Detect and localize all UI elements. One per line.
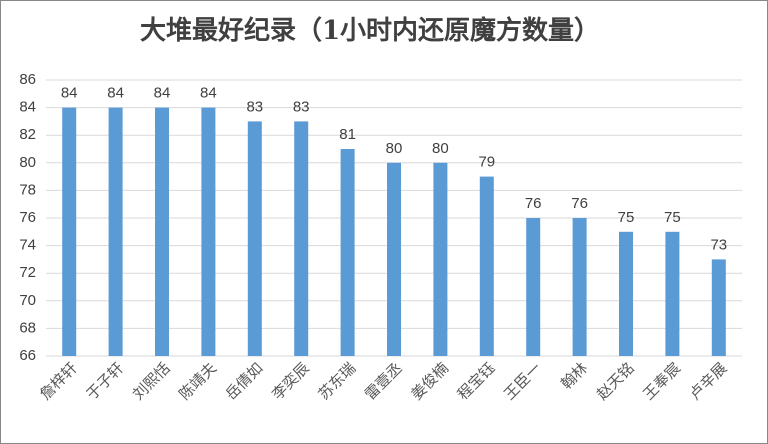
- value-label: 76: [525, 195, 542, 212]
- bar: [665, 231, 680, 356]
- y-tick-label: 82: [19, 126, 36, 143]
- bar: [619, 231, 633, 356]
- y-tick-label: 68: [19, 319, 36, 336]
- value-label: 84: [200, 85, 217, 102]
- value-label: 80: [432, 140, 449, 157]
- y-tick-label: 76: [19, 209, 36, 226]
- y-tick-label: 66: [19, 347, 36, 364]
- bar: [711, 259, 726, 356]
- y-tick-label: 80: [19, 154, 36, 171]
- bar: [433, 162, 448, 356]
- value-label: 73: [710, 236, 727, 253]
- bar: [294, 121, 309, 357]
- bar: [108, 107, 123, 356]
- value-label: 83: [246, 98, 263, 115]
- y-tick-label: 74: [19, 237, 36, 254]
- y-tick-label: 72: [19, 264, 36, 281]
- bar: [572, 218, 587, 356]
- value-label: 84: [154, 85, 171, 102]
- bar: [387, 162, 401, 356]
- value-label: 75: [618, 209, 635, 226]
- bar: [201, 107, 216, 356]
- value-label: 84: [107, 85, 124, 102]
- y-tick-label: 84: [19, 99, 36, 116]
- value-label: 76: [571, 195, 588, 212]
- y-tick-label: 86: [19, 71, 36, 88]
- value-label: 80: [386, 140, 403, 157]
- value-label: 81: [339, 126, 356, 143]
- bar: [340, 149, 355, 356]
- bar: [479, 176, 494, 356]
- y-tick-label: 78: [19, 181, 36, 198]
- value-label: 83: [293, 98, 310, 115]
- y-tick-label: 70: [19, 292, 36, 309]
- value-label: 84: [61, 85, 78, 102]
- bar: [155, 107, 169, 356]
- bar: [247, 121, 262, 357]
- value-label: 75: [664, 209, 681, 226]
- value-label: 79: [478, 154, 495, 171]
- chart-title: 大堆最好纪录（1小时内还原魔方数量）: [140, 15, 600, 46]
- bar: [62, 107, 77, 356]
- bar: [526, 218, 541, 356]
